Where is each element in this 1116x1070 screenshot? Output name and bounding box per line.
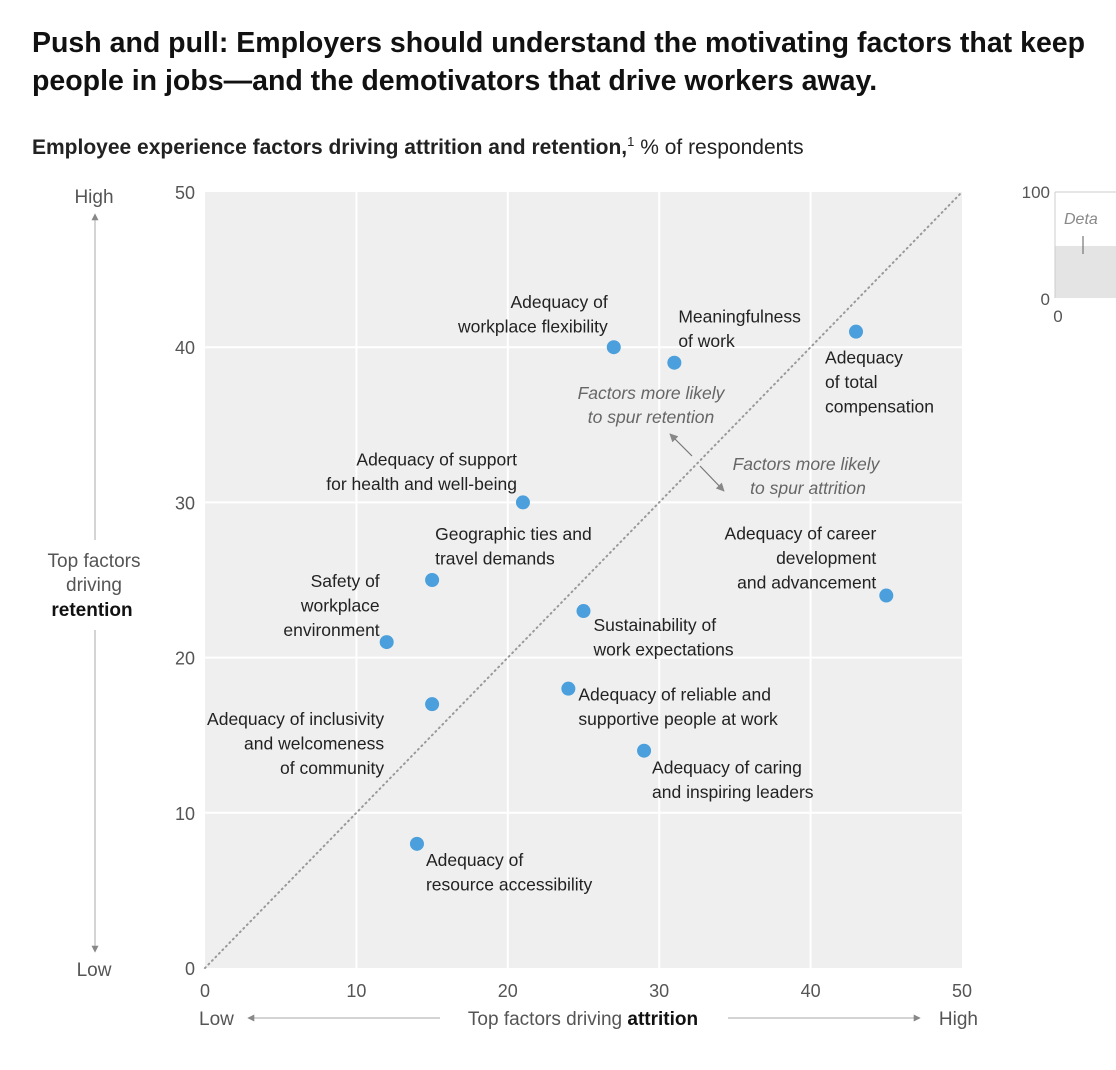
data-point — [379, 635, 394, 650]
data-label: Safety of — [311, 571, 380, 591]
y-axis-low-label: Low — [77, 960, 112, 981]
data-label: compensation — [825, 397, 934, 417]
data-point — [561, 681, 576, 696]
x-axis-title: Top factors driving attrition — [468, 1009, 698, 1030]
data-label: of total — [825, 372, 878, 392]
data-point — [425, 697, 440, 712]
data-point — [576, 604, 591, 619]
data-point — [425, 573, 440, 587]
footnote-marker: 1 — [627, 134, 635, 149]
x-tick-label: 20 — [498, 981, 518, 1001]
data-point — [606, 340, 621, 355]
x-tick-label: 30 — [649, 981, 669, 1001]
data-label: Adequacy of caring — [652, 758, 802, 778]
data-label: Adequacy of support — [356, 449, 517, 469]
annotation-retention: to spur retention — [588, 407, 714, 427]
inset-y-top-label: 100 — [1022, 183, 1050, 202]
data-label: of work — [678, 331, 735, 351]
data-label: Sustainability of — [594, 615, 717, 635]
data-label: Adequacy of — [426, 850, 523, 870]
y-axis-title-bold: retention — [51, 600, 132, 621]
y-tick-label: 20 — [175, 649, 195, 669]
x-axis-low-label: Low — [199, 1009, 234, 1030]
y-tick-label: 0 — [185, 959, 195, 979]
data-label: work expectations — [593, 640, 734, 660]
x-axis-high-label: High — [939, 1009, 978, 1030]
data-label: resource accessibility — [426, 874, 593, 894]
chart-title: Push and pull: Employers should understa… — [32, 27, 1086, 97]
y-axis-high-label: High — [74, 187, 113, 208]
data-label: workplace flexibility — [457, 317, 608, 337]
data-point — [637, 743, 652, 758]
y-axis-title: driving — [66, 575, 122, 596]
y-tick-label: 40 — [175, 338, 195, 358]
inset-x-label: 0 — [1053, 307, 1062, 326]
annotation-retention: Factors more likely — [578, 383, 726, 403]
y-tick-label: 10 — [175, 804, 195, 824]
x-tick-label: 10 — [346, 981, 366, 1001]
annotation-arrow-retention — [669, 433, 693, 457]
data-label: supportive people at work — [578, 709, 778, 729]
data-label: Adequacy of — [510, 292, 607, 312]
data-label: and inspiring leaders — [652, 782, 814, 802]
subtitle-main: Employee experience factors driving attr… — [32, 136, 628, 159]
x-tick-label: 40 — [801, 981, 821, 1001]
data-label: workplace — [300, 596, 380, 616]
annotation-arrow-attrition — [699, 465, 725, 492]
subtitle-unit: % of respondents — [634, 136, 804, 159]
x-tick-label: 0 — [200, 981, 210, 1001]
x-tick-label: 50 — [952, 981, 972, 1001]
data-label: environment — [283, 620, 379, 640]
data-label: Adequacy of inclusivity — [207, 709, 384, 729]
data-label: and advancement — [737, 573, 876, 593]
diagonal-reference-line — [204, 191, 963, 969]
data-label: and welcomeness — [244, 734, 384, 754]
data-point — [667, 355, 682, 370]
y-axis-title: Top factors — [48, 551, 141, 572]
data-label: development — [776, 548, 876, 568]
annotation-attrition: to spur attrition — [750, 478, 866, 498]
data-label: Adequacy — [825, 348, 903, 368]
y-tick-label: 30 — [175, 493, 195, 513]
data-point — [409, 836, 424, 851]
inset-plot-fill — [1055, 246, 1116, 298]
data-label: of community — [280, 758, 384, 778]
data-point — [849, 324, 864, 339]
y-tick-label: 50 — [175, 183, 195, 203]
data-point — [879, 588, 894, 603]
data-label: Geographic ties and — [435, 524, 592, 544]
inset-y-bottom-label: 0 — [1041, 290, 1050, 309]
data-label: for health and well-being — [326, 474, 517, 494]
annotation-attrition: Factors more likely — [733, 454, 881, 474]
data-label: Meaningfulness — [678, 307, 801, 327]
data-label: Adequacy of career — [725, 524, 877, 544]
data-label: travel demands — [435, 549, 555, 569]
inset-partial-label: Deta — [1064, 211, 1098, 228]
data-label: Adequacy of reliable and — [578, 685, 771, 705]
chart-subtitle: Employee experience factors driving attr… — [32, 134, 804, 160]
data-point — [515, 495, 530, 510]
